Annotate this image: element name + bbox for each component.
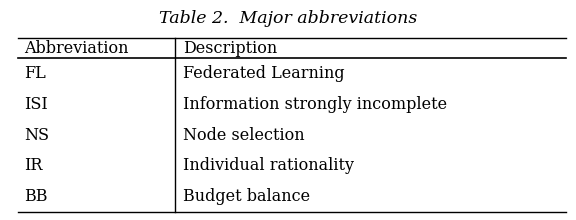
Text: Description: Description — [183, 40, 277, 57]
Text: FL: FL — [24, 65, 46, 82]
Text: Federated Learning: Federated Learning — [183, 65, 344, 82]
Text: Node selection: Node selection — [183, 126, 305, 143]
Text: BB: BB — [24, 188, 47, 205]
Text: Information strongly incomplete: Information strongly incomplete — [183, 96, 447, 113]
Text: NS: NS — [24, 126, 49, 143]
Text: Individual rationality: Individual rationality — [183, 157, 354, 174]
Text: Table 2.  Major abbreviations: Table 2. Major abbreviations — [159, 10, 417, 27]
Text: Budget balance: Budget balance — [183, 188, 310, 205]
Text: IR: IR — [24, 157, 43, 174]
Text: ISI: ISI — [24, 96, 48, 113]
Text: Abbreviation: Abbreviation — [24, 40, 128, 57]
